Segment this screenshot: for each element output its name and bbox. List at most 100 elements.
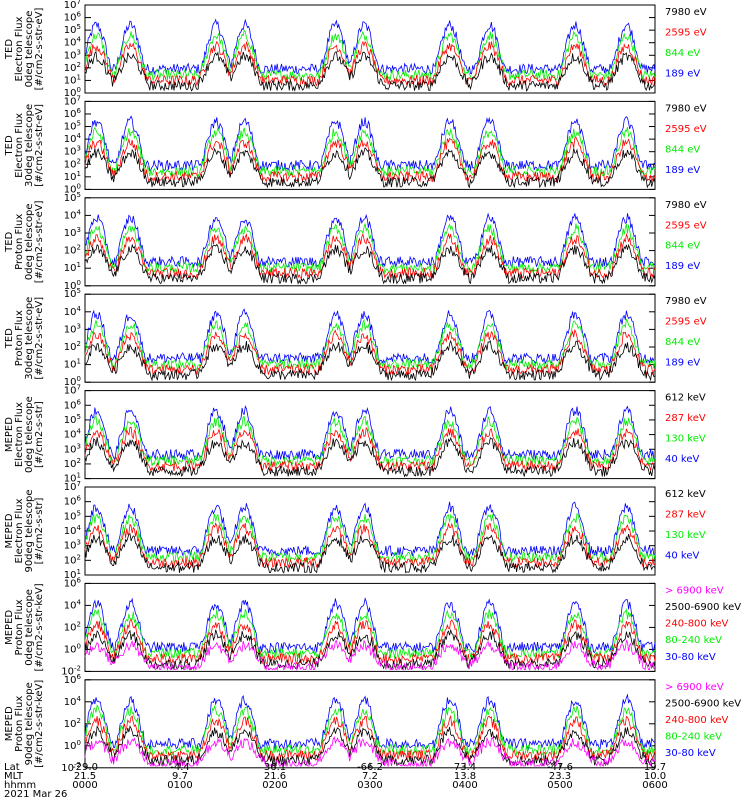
y-tick-label: 101 (64, 170, 81, 183)
legend-entry: 612 keV (665, 489, 706, 500)
x-tick-label: 21.5 (74, 771, 96, 782)
x-tick-label: -29.0 (72, 762, 98, 773)
series-trace-black (84, 725, 656, 767)
legend-entry: 287 keV (665, 413, 706, 424)
x-tick-label: -66.2 (357, 762, 383, 773)
panel-frame (84, 486, 656, 576)
x-tick-label: -47.6 (547, 762, 573, 773)
legend-entry: 80-240 keV (665, 635, 722, 646)
y-axis-title-line: [#/cm2-s-str] (34, 497, 45, 564)
series-trace-blue (84, 405, 656, 462)
x-tick-label: 0400 (452, 780, 477, 791)
y-tick-label: 104 (64, 132, 82, 145)
series-trace-red (84, 618, 656, 666)
y-axis-title-line: [#/cm2-s-str-keV] (34, 583, 45, 671)
y-axis-title-line: Electron Flux (14, 498, 25, 563)
series-trace-blue (84, 693, 656, 750)
y-tick-label: 105 (64, 413, 81, 426)
series-trace-green (84, 126, 656, 179)
y-tick-label: 103 (64, 442, 81, 455)
series-trace-blue (84, 308, 656, 365)
legend-entry: 189 eV (665, 261, 700, 272)
y-axis-title-line: Proton Flux (14, 214, 25, 270)
series-trace-green (84, 318, 656, 371)
legend-entry: 2595 eV (665, 27, 707, 38)
y-tick-label: 106 (64, 673, 82, 686)
x-tick-label: 23.3 (549, 771, 571, 782)
legend-entry: 40 keV (665, 550, 699, 561)
y-axis-title-line: MEPED (4, 417, 15, 452)
series-trace-black (84, 339, 656, 382)
series-trace-red (84, 232, 656, 280)
x-tick-label: 0600 (642, 780, 667, 791)
y-tick-label: 102 (64, 340, 81, 353)
legend-entry: 189 eV (665, 165, 700, 176)
series-trace-blue (84, 212, 656, 269)
legend-entry: 2595 eV (665, 124, 707, 135)
y-tick-label: 106 (64, 576, 82, 589)
series-trace-black (84, 436, 656, 478)
legend-entry: 189 eV (665, 358, 700, 369)
legend-entry: > 6900 keV (665, 682, 724, 693)
y-tick-label: 104 (64, 598, 82, 611)
x-tick-label: 9.7 (172, 771, 188, 782)
y-axis-title-line: 30deg telescope (24, 104, 35, 187)
legend-entry: 40 keV (665, 454, 699, 465)
y-axis-title-line: [#/cm2-s-str] (34, 401, 45, 468)
legend-entry: 7980 eV (665, 296, 707, 307)
series-trace-black (84, 628, 656, 671)
y-axis-title-line: TED (4, 231, 15, 252)
series-trace-green (84, 223, 656, 275)
y-axis-title-line: 0deg telescope (24, 203, 35, 280)
y-axis-title-line: 90deg telescope (24, 489, 35, 572)
panel-frame (84, 4, 656, 94)
y-tick-label: 104 (64, 695, 82, 708)
y-tick-label: 102 (64, 717, 81, 730)
y-tick-label: 101 (64, 261, 81, 274)
legend-entry: 2595 eV (665, 220, 707, 231)
y-axis-title-line: TED (4, 39, 15, 60)
panel-frame (84, 293, 656, 383)
x-row-name-lat: Lat (4, 762, 20, 773)
y-axis-title-line: [#/cm2-s-str-eV] (34, 8, 45, 91)
legend-entry: 240-800 keV (665, 619, 729, 630)
y-axis-title-line: TED (4, 135, 15, 156)
series-trace-black (84, 533, 656, 574)
y-tick-label: 102 (64, 61, 81, 74)
panel-frame (84, 582, 656, 672)
y-tick-label: 105 (64, 509, 81, 522)
y-axis-title-line: [#/cm2-s-str-keV] (34, 680, 45, 768)
y-tick-label: 107 (64, 0, 81, 11)
y-tick-label: 103 (64, 48, 81, 61)
y-tick-label: 106 (64, 495, 82, 508)
x-tick-label: -4.4 (170, 762, 190, 773)
legend-entry: 287 keV (665, 509, 706, 520)
x-row-name-mlt: MLT (4, 771, 24, 782)
y-tick-label: 102 (64, 457, 81, 470)
series-trace-green (84, 415, 656, 468)
legend-entry: 2500-6900 keV (665, 602, 741, 613)
legend-entry: 30-80 keV (665, 748, 716, 759)
legend-entry: 7980 eV (665, 103, 707, 114)
series-trace-blue (84, 597, 656, 654)
panel-frame (84, 197, 656, 287)
y-axis-title-line: Proton Flux (14, 696, 25, 752)
y-tick-label: 101 (64, 358, 81, 371)
y-tick-label: 106 (64, 398, 82, 411)
y-tick-label: 102 (64, 553, 81, 566)
y-axis-title-line: Electron Flux (14, 113, 25, 178)
y-tick-label: 103 (64, 226, 81, 239)
x-tick-label: 13.8 (454, 771, 476, 782)
series-trace-red (84, 136, 656, 184)
series-trace-red (84, 714, 656, 762)
series-trace-magenta (84, 736, 656, 768)
series-trace-green (84, 29, 656, 82)
y-axis-title-line: 30deg telescope (24, 297, 35, 380)
x-tick-label: 0200 (262, 780, 287, 791)
